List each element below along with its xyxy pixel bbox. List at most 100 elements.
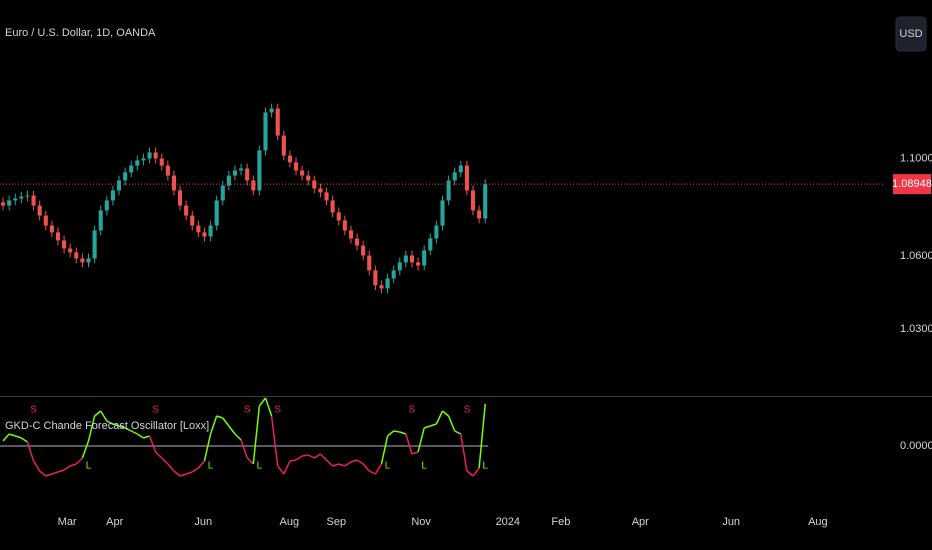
candle-body [98, 210, 103, 231]
candle-body [1, 202, 6, 206]
candle-body [324, 192, 329, 201]
candle-body [245, 168, 250, 181]
oscillator-segment [264, 397, 273, 417]
candle-body [446, 180, 451, 201]
candle-body [116, 180, 122, 191]
candle-body [153, 152, 158, 159]
oscillator-segment [374, 463, 383, 475]
oscillator-segment [460, 433, 468, 472]
oscillator-segment [289, 459, 297, 462]
candle-body [422, 250, 427, 266]
candle-body [190, 215, 195, 226]
oscillator-segment [45, 473, 53, 477]
oscillator-segment [319, 453, 328, 461]
oscillator-segment [161, 457, 169, 465]
candle-body [7, 200, 12, 206]
currency-button-label[interactable]: USD [899, 28, 922, 40]
oscillator-segment [20, 437, 28, 443]
candle-body [330, 200, 335, 213]
candle-body [269, 108, 274, 113]
candle-body [80, 258, 85, 263]
short-signal: S [464, 405, 471, 416]
currency-button[interactable]: USD [895, 16, 927, 52]
candle-body [477, 210, 482, 219]
oscillator-segment [423, 425, 431, 429]
oscillator-segment [246, 457, 254, 465]
oscillator-segment [356, 459, 364, 465]
candle-body [214, 200, 219, 226]
candle-body [31, 195, 36, 206]
y-tick-label: 1.06000 [900, 250, 932, 262]
oscillator-segment [100, 410, 108, 422]
short-signal: S [30, 405, 37, 416]
x-tick-label: Sep [327, 516, 347, 528]
candle-body [25, 195, 30, 197]
short-signal: S [274, 405, 281, 416]
oscillator-segment [8, 433, 16, 437]
oscillator-segment [143, 435, 150, 439]
candle-body [135, 160, 140, 166]
candle-body [416, 262, 421, 266]
candle-body [141, 158, 146, 161]
oscillator-segment [252, 405, 261, 465]
oscillator-segment [435, 410, 444, 425]
oscillator-segment [411, 451, 419, 455]
candle-body [184, 205, 189, 216]
candle-body [86, 258, 91, 263]
x-tick-label: Apr [632, 516, 649, 528]
candle-body [275, 108, 280, 136]
oscillator-segment [81, 440, 90, 459]
long-signal: L [86, 461, 92, 472]
y-tick-label: 1.10000 [900, 152, 932, 164]
oscillator-segment [51, 471, 59, 475]
candle-body [147, 152, 152, 159]
candle-body [318, 188, 323, 193]
short-signal: S [244, 405, 251, 416]
oscillator-segment [57, 469, 65, 473]
long-signal: L [208, 461, 214, 472]
x-tick-label: Feb [551, 516, 570, 528]
candle-body [251, 180, 256, 191]
oscillator-segment [130, 430, 138, 435]
oscillator-segment [307, 454, 315, 459]
x-tick-label: Apr [106, 516, 123, 528]
oscillator-segment [26, 441, 35, 462]
oscillator-segment [94, 410, 102, 417]
oscillator-segment [326, 459, 334, 467]
candle-body [178, 190, 183, 206]
oscillator-segment [191, 467, 199, 473]
candle-body [440, 200, 445, 226]
oscillator-segment [39, 470, 47, 477]
candle-body [312, 180, 317, 189]
oscillator-segment [270, 415, 279, 467]
candle-body [287, 155, 292, 163]
candle-body [464, 165, 469, 191]
y-tick-label: 0.00000 [900, 440, 932, 452]
candle-body [129, 165, 134, 173]
oscillator-segment [2, 433, 10, 442]
oscillator-segment [362, 463, 370, 472]
x-tick-label: Jun [722, 516, 740, 528]
oscillator-segment [350, 459, 358, 463]
candle-body [74, 252, 79, 259]
candle-body [428, 238, 433, 251]
oscillator-segment [155, 451, 163, 459]
currency-button-bg[interactable] [895, 16, 927, 52]
oscillator-segment [277, 465, 285, 475]
oscillator-segment [240, 439, 248, 459]
candle-body [391, 270, 396, 279]
candle-body [361, 245, 366, 256]
oscillator-segment [405, 433, 413, 455]
candle-body [458, 165, 463, 173]
candle-body [434, 225, 439, 239]
oscillator-segment [478, 403, 486, 469]
oscillator-segment [380, 435, 389, 465]
candle-body [452, 172, 457, 181]
oscillator-segment [368, 470, 376, 475]
short-signal: S [152, 405, 159, 416]
candle-body [159, 158, 164, 166]
oscillator-segment [417, 427, 425, 453]
oscillator-segment [136, 433, 144, 439]
